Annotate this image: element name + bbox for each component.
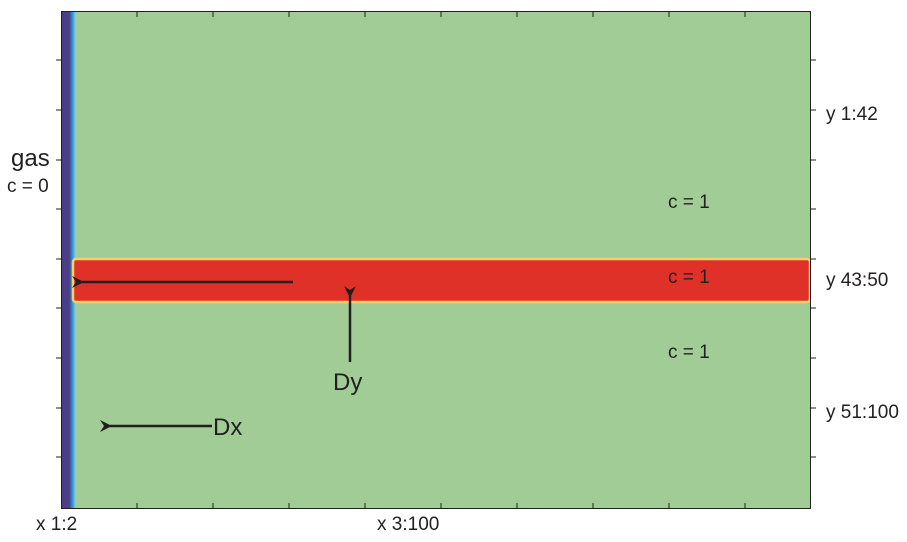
gas-concentration-label: c = 0 <box>7 176 49 197</box>
x-range-right-label: x 3:100 <box>377 514 439 535</box>
concentration-bottom-label: c = 1 <box>668 342 710 363</box>
y-range-band-label: y 43:50 <box>826 270 888 291</box>
x-range-left-label: x 1:2 <box>36 514 77 535</box>
y-range-top-label: y 1:42 <box>826 104 878 125</box>
dx-label: Dx <box>213 414 242 441</box>
gas-label: gas <box>11 145 50 172</box>
concentration-top-label: c = 1 <box>668 192 710 213</box>
concentration-band-label: c = 1 <box>668 267 710 288</box>
dy-label: Dy <box>333 369 362 396</box>
y-range-bottom-label: y 51:100 <box>826 402 899 423</box>
